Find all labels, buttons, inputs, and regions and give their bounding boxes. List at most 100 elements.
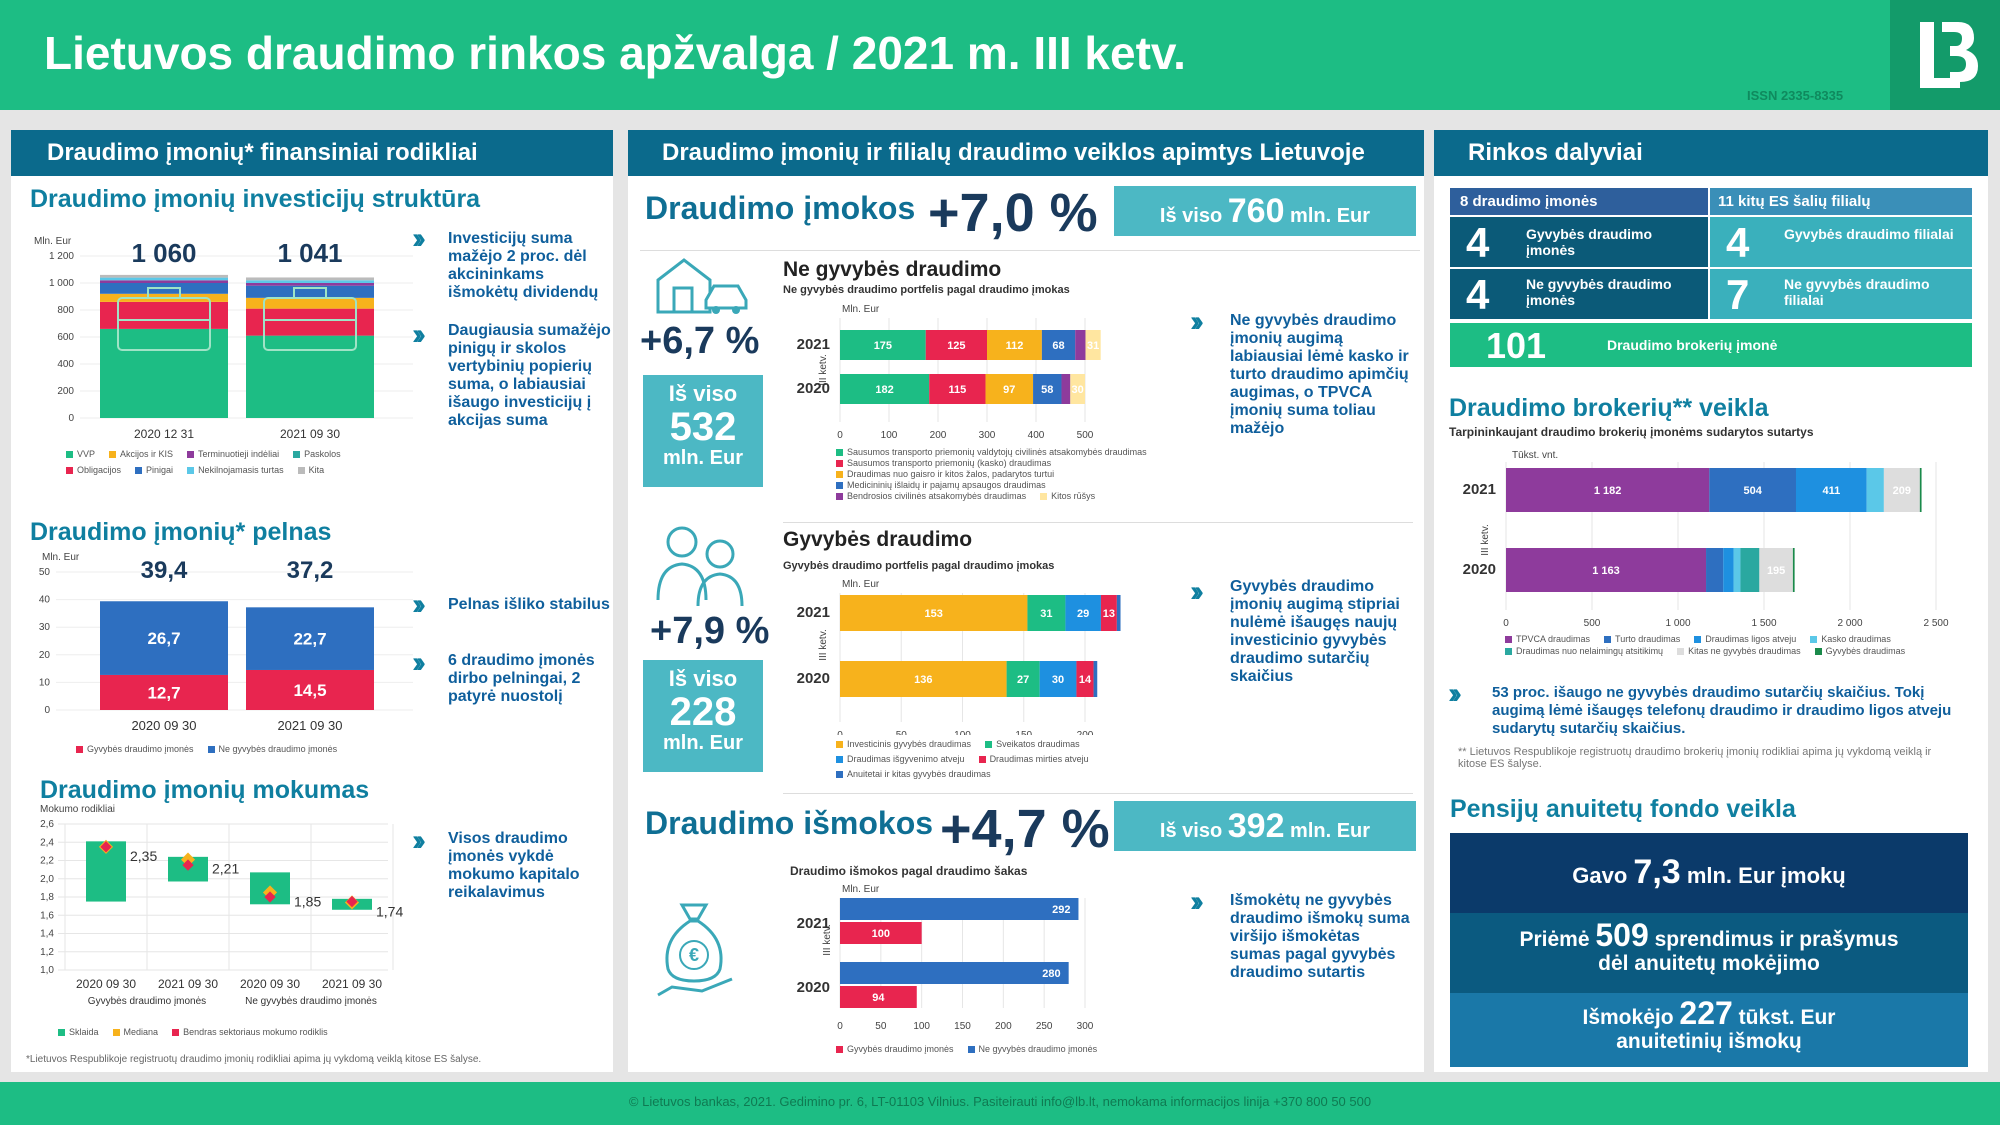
chevron-right-icon: ›› [412,318,426,351]
bar-value-label: 31 [1087,340,1099,352]
annuity-received-num: 7,3 [1633,853,1681,891]
legend-swatch [836,471,843,479]
bar-value-label: 29 [1077,608,1089,620]
investments-legend: VVP Akcijos ir KIS Terminuotieji indėliai P… [66,446,396,478]
legend-label: TPVCA draudimas [1516,634,1591,644]
median-label: 1,85 [294,893,321,909]
bar-segment [1506,468,1710,512]
nonlife-companies-label: Ne gyvybės draudimo įmonės [1526,276,1672,308]
page-title: Lietuvos draudimo rinkos apžvalga / 2021… [44,27,1186,79]
bar-segment [246,277,374,281]
legend-label: Bendrosios civilinės atsakomybės draudim… [847,491,1027,501]
y-tick-label: 1,4 [40,929,54,940]
x-tick-label: 500 [1077,430,1094,440]
claims-subtitle: Draudimo išmokos pagal draudimo šakas [790,864,1028,878]
x-tick-label: 400 [1028,430,1045,440]
x-tick-label: 0 [837,730,843,735]
investments-chart: Mln. Eur 0 200 400 600 800 1 000 1 200 1 060 20… [34,236,413,441]
legend-swatch [836,756,843,764]
investments-unit: Mln. Eur [34,236,72,247]
brokers-qlabel: III ketv. [1480,524,1491,556]
bar-segment [100,328,228,418]
annuity-paid-post: tūkst. Eur [1738,1006,1836,1029]
bar-value-label: 100 [872,928,890,940]
participants-head-left: 8 draudimo įmonės [1450,188,1708,215]
middle-section-bar: Draudimo įmonių ir filialų draudimo veik… [628,130,1424,176]
x-tick-label: 2021 09 30 [277,718,342,733]
x-tick-label: 150 [954,1021,971,1030]
y-tick-label: 50 [39,567,51,578]
x-tick-label: 200 [1077,730,1094,735]
claims-total: 392 [1227,807,1285,845]
bar-value-label: 30 [1072,384,1084,396]
life-companies-label: Gyvybės draudimo įmonės [1526,226,1653,258]
y-tick-label: 40 [39,595,51,606]
legend-label: Anuitetai ir kitas gyvybės draudimas [847,769,991,779]
legend-swatch [836,771,843,779]
legend-label: Gyvybės draudimas [1825,646,1906,656]
annuity-decisions-num: 509 [1595,917,1649,953]
annuity-decisions-post: sprendimus ir prašymus [1654,928,1899,951]
category-label: 2021 [797,336,830,353]
claims-note: Išmokėtų ne gyvybės draudimo išmokų suma… [1230,892,1410,981]
legend-swatch [836,449,843,457]
annuity-paid-b: anuitetinių išmokų [1616,1030,1802,1053]
bar-value-label: 68 [1052,340,1064,352]
legend-swatch [66,467,73,475]
legend-label: Nekilnojamasis turtas [198,465,284,475]
legend-swatch [1677,648,1685,656]
life-chart: Mln. Eur III ketv. 0 50 100 150 200 2021 153 31… [797,579,1121,735]
bar-value-label: 14 [1079,674,1092,686]
bar-value-label: 115 [948,384,966,396]
bar-total-label: 1 060 [131,238,196,268]
investments-note-1: Investicijų suma mažėjo 2 proc. dėl akci… [448,230,599,301]
legend-swatch [1810,636,1818,644]
legend-item: Investicinis gyvybės draudimas [836,737,971,752]
bar-value-label: 136 [914,674,932,686]
bar-value-label: 1 163 [1592,565,1620,577]
bar-segment [246,297,374,309]
claims-pct: +4,7 % [940,799,1110,859]
nonlife-chart: Mln. Eur III ketv. 0 100 200 300 400 500 2021 1… [797,304,1101,440]
divider [783,522,1413,523]
legend-label: Draudimas ligos atveju [1705,634,1797,644]
category-label: 2020 [797,670,830,687]
y-tick-label: 600 [57,332,74,343]
legend-label: Ne gyvybės draudimo įmonės [978,1044,1098,1054]
y-tick-label: 2,4 [40,837,54,848]
x-tick-label: 300 [1077,1021,1094,1030]
legend-item: Terminuotieji indėliai [187,446,279,462]
life-branches-cell: 4 Gyvybės draudimo filialai [1710,217,1972,267]
life-companies-cell: 4 Gyvybės draudimo įmonės [1450,217,1708,267]
legend-item: Sklaida [58,1027,99,1037]
legend-label: Sveikatos draudimas [996,739,1080,749]
legend-label: Sausumos transporto priemonių (kasko) dr… [847,458,1052,468]
legend-label: Mediana [123,1027,159,1037]
legend-label: Obligacijos [77,465,122,475]
legend-swatch [985,741,993,749]
annuity-paid-num: 227 [1679,995,1733,1031]
category-label: 2021 [797,915,830,932]
bar-value-label: 1 182 [1594,485,1622,497]
claims-chart: Mln. Eur III ketv. 0 50 100 150 200 250 300 202… [797,884,1094,1030]
y-tick-label: 2,6 [40,819,54,830]
legend-item: Bendras sektoriaus mokumo rodiklis [172,1027,328,1037]
chevron-right-icon: ›› [1448,677,1462,710]
x-tick-label: 0 [837,430,843,440]
legend-swatch [109,451,117,459]
median-label: 2,35 [130,848,157,864]
premiums-total-box: Iš viso 760 mln. Eur [1114,186,1416,236]
profit-chart: Mln. Eur 0 10 20 30 40 50 12,7 26,7 39,4 2020 09… [39,552,413,733]
right-section-bar: Rinkos dalyviai [1434,130,1988,176]
legend-swatch [293,451,301,459]
premiums-title: Draudimo įmokos [645,190,916,226]
legend-swatch [112,1029,120,1037]
bar-segment [246,285,374,298]
legend-swatch [297,467,305,475]
x-tick-label: 150 [1015,730,1032,735]
bar-segment [1116,595,1121,631]
bar-segment [1076,661,1094,697]
legend-label: Kasko draudimas [1821,634,1891,644]
legend-item: Draudimas nuo nelaimingų atsitikimų [1505,645,1663,657]
bar-total-label: 1 041 [277,238,342,268]
